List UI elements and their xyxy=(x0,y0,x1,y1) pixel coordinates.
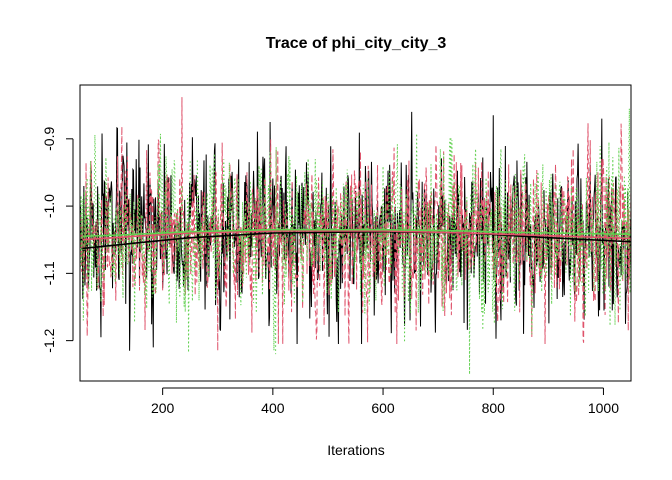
smooth-line-series-3 xyxy=(82,228,632,238)
y-tick-label: -0.9 xyxy=(41,127,57,151)
plot-frame xyxy=(79,84,632,382)
x-axis: 200 400 600 800 1000 xyxy=(151,387,619,416)
smooth-line-series-2 xyxy=(82,230,632,241)
x-tick-label: 800 xyxy=(482,400,506,416)
y-tick-label: -1.0 xyxy=(41,194,57,218)
x-tick-label: 400 xyxy=(261,400,285,416)
x-axis-label: Iterations xyxy=(327,442,385,458)
trace-line-series-3 xyxy=(80,108,632,375)
trace-line-series-2 xyxy=(80,97,632,351)
series-layer xyxy=(80,97,632,375)
chart-title: Trace of phi_city_city_3 xyxy=(266,35,447,52)
x-tick-label: 600 xyxy=(371,400,395,416)
y-tick-label: -1.1 xyxy=(41,261,57,285)
y-tick-label: -1.2 xyxy=(41,328,57,352)
x-tick-label: 1000 xyxy=(588,400,619,416)
x-tick-label: 200 xyxy=(151,400,175,416)
smooth-line-series-1 xyxy=(82,230,632,250)
y-axis: -1.2 -1.1 -1.0 -0.9 xyxy=(41,127,74,353)
